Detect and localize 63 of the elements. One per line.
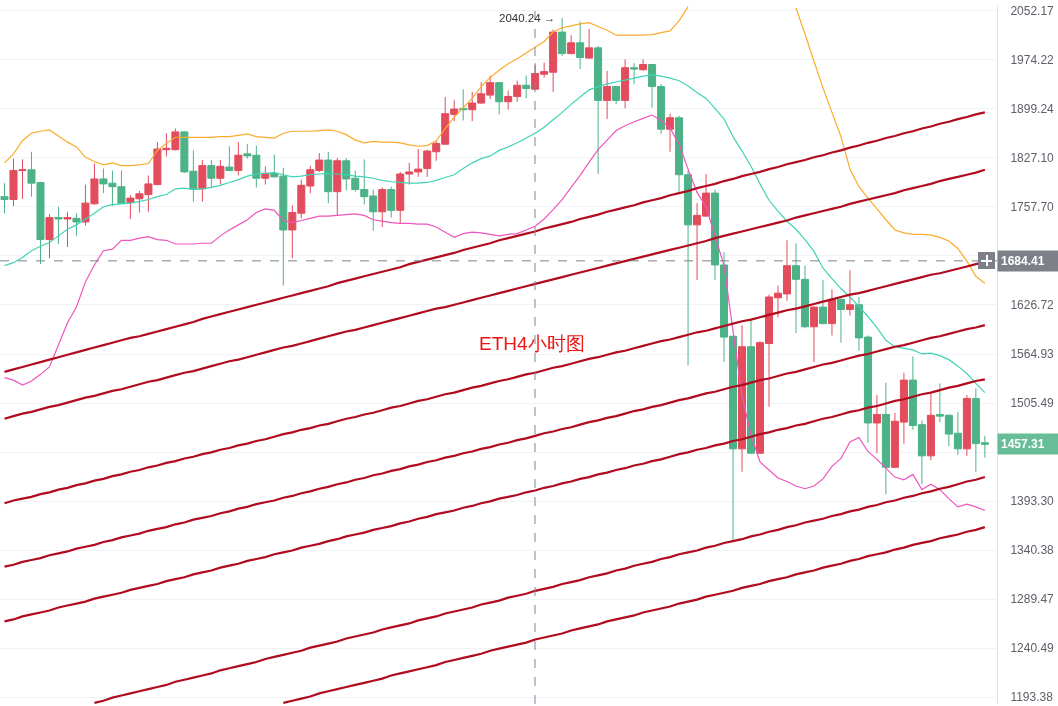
line-series xyxy=(3,114,986,512)
y-tick-label: 1505.49 xyxy=(1010,396,1055,411)
ref-line-label: 1684.41 xyxy=(1001,254,1045,268)
candlestick xyxy=(585,28,594,60)
y-tick-label: 1626.72 xyxy=(1010,298,1055,313)
line-series xyxy=(3,168,986,420)
y-tick-label: 1393.30 xyxy=(1010,494,1055,509)
candlestick xyxy=(962,394,971,457)
line-series xyxy=(3,111,986,373)
candlestick xyxy=(54,206,63,245)
y-tick-label: 2052.17 xyxy=(1010,4,1055,19)
candlestick xyxy=(639,58,648,72)
candlestick xyxy=(387,186,396,219)
candlestick xyxy=(0,182,9,214)
line-series xyxy=(3,378,986,623)
y-tick-label: 1340.38 xyxy=(1010,543,1055,558)
candlestick xyxy=(72,212,81,237)
candlestick xyxy=(818,279,827,325)
y-tick-label: 1289.47 xyxy=(1010,592,1055,607)
line-series xyxy=(3,74,986,394)
candlestick xyxy=(207,159,216,189)
candlestick xyxy=(576,20,585,70)
candlestick xyxy=(63,211,72,248)
candlestick xyxy=(612,85,621,105)
candlestick xyxy=(45,213,54,259)
y-tick-label: 1193.38 xyxy=(1010,690,1054,705)
candlestick xyxy=(198,159,207,203)
candlestick xyxy=(234,141,243,176)
candlestick xyxy=(881,382,890,495)
candlestick xyxy=(845,269,854,317)
y-tick-label: 1240.49 xyxy=(1010,641,1055,656)
candlestick xyxy=(495,81,504,115)
candlestick xyxy=(522,74,531,99)
candlestick xyxy=(324,151,333,204)
candlestick xyxy=(872,394,881,454)
candlestick xyxy=(630,62,639,85)
line-series xyxy=(282,525,986,704)
y-tick-label: 1757.70 xyxy=(1010,200,1055,215)
candlestick xyxy=(594,45,603,175)
candlestick xyxy=(827,288,836,336)
y-tick-label: 1564.93 xyxy=(1010,347,1055,362)
candlestick xyxy=(567,34,576,55)
y-tick-label: 1827.10 xyxy=(1010,151,1055,166)
candlestick xyxy=(333,157,342,216)
candlestick xyxy=(809,305,818,363)
annotation: 2040.24 → xyxy=(499,12,556,24)
y-tick-label: 1899.24 xyxy=(1010,102,1055,117)
candlestick xyxy=(621,58,630,109)
line-series xyxy=(3,324,986,568)
candlestick xyxy=(836,298,845,344)
y-tick-label: 1974.22 xyxy=(1010,53,1055,68)
candlestick xyxy=(378,186,387,228)
candlestick xyxy=(603,70,612,120)
candlestick xyxy=(459,88,468,121)
candlestick xyxy=(225,145,234,172)
candlestick xyxy=(558,17,567,57)
candlestick xyxy=(666,113,675,153)
candlestick xyxy=(747,318,756,455)
candlestick xyxy=(216,159,225,186)
annotation: ETH4小时图 xyxy=(479,333,585,354)
line-series xyxy=(93,475,986,704)
candlestick xyxy=(926,392,935,461)
text: 1457.31 xyxy=(1001,437,1045,451)
